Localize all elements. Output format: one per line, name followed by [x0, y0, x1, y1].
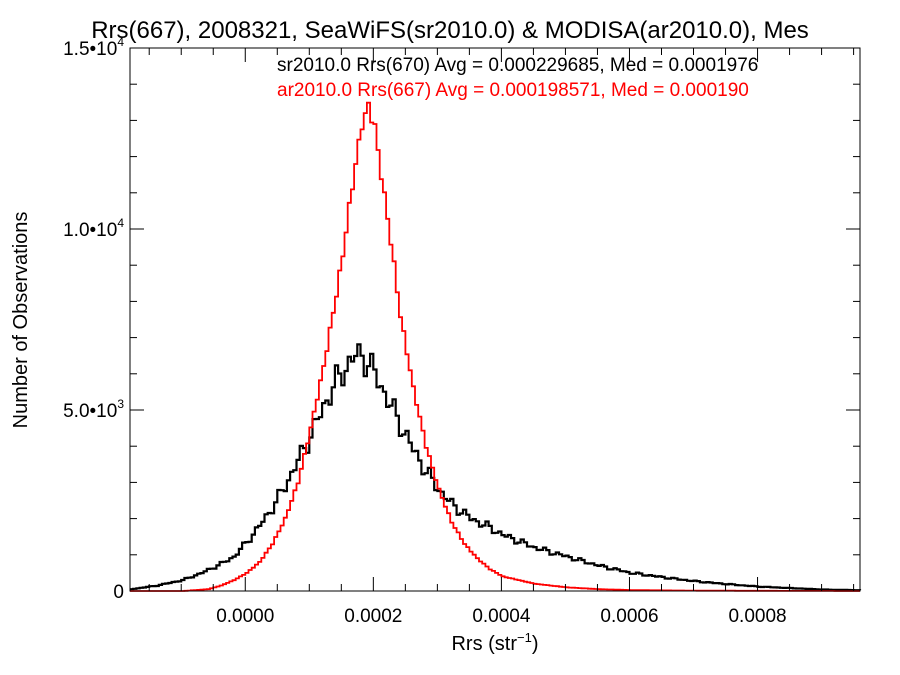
- x-axis-label: Rrs (str−1): [451, 630, 538, 655]
- legend-entry-sr2010: sr2010.0 Rrs(670) Avg = 0.000229685, Med…: [277, 55, 758, 76]
- legend-entry-ar2010: ar2010.0 Rrs(667) Avg = 0.000198571, Med…: [277, 80, 749, 101]
- x-tick-label: 0.0000: [216, 606, 274, 627]
- x-tick-label: 0.0004: [472, 606, 531, 627]
- chart-title: Rrs(667), 2008321, SeaWiFS(sr2010.0) & M…: [91, 17, 809, 44]
- x-tick-label: 0.0002: [344, 606, 402, 627]
- ticks-layer: 0.0000 0.0002 0.0004 0.0006 0.0008 0 5.0•103 1.…: [63, 35, 860, 627]
- x-axis-label-close: ): [532, 633, 539, 655]
- series-line-ar2010: [130, 101, 860, 592]
- y-tick-label: 1.5•104: [63, 35, 124, 60]
- x-axis-label-main: Rrs (str: [451, 633, 517, 655]
- plot-frame: [129, 47, 861, 592]
- y-axis-label: Number of Observations: [10, 212, 32, 429]
- axes-layer: [129, 47, 861, 592]
- y-tick-label: 5.0•103: [63, 397, 124, 422]
- x-tick-label: 0.0008: [728, 606, 786, 627]
- y-tick-label: 0: [113, 582, 124, 603]
- y-tick-label: 1.0•104: [63, 216, 124, 241]
- x-tick-label: 0.0006: [600, 606, 658, 627]
- x-axis-label-sup: −1: [517, 630, 532, 645]
- series-layer: [130, 101, 862, 592]
- series-line-sr2010: [130, 343, 862, 592]
